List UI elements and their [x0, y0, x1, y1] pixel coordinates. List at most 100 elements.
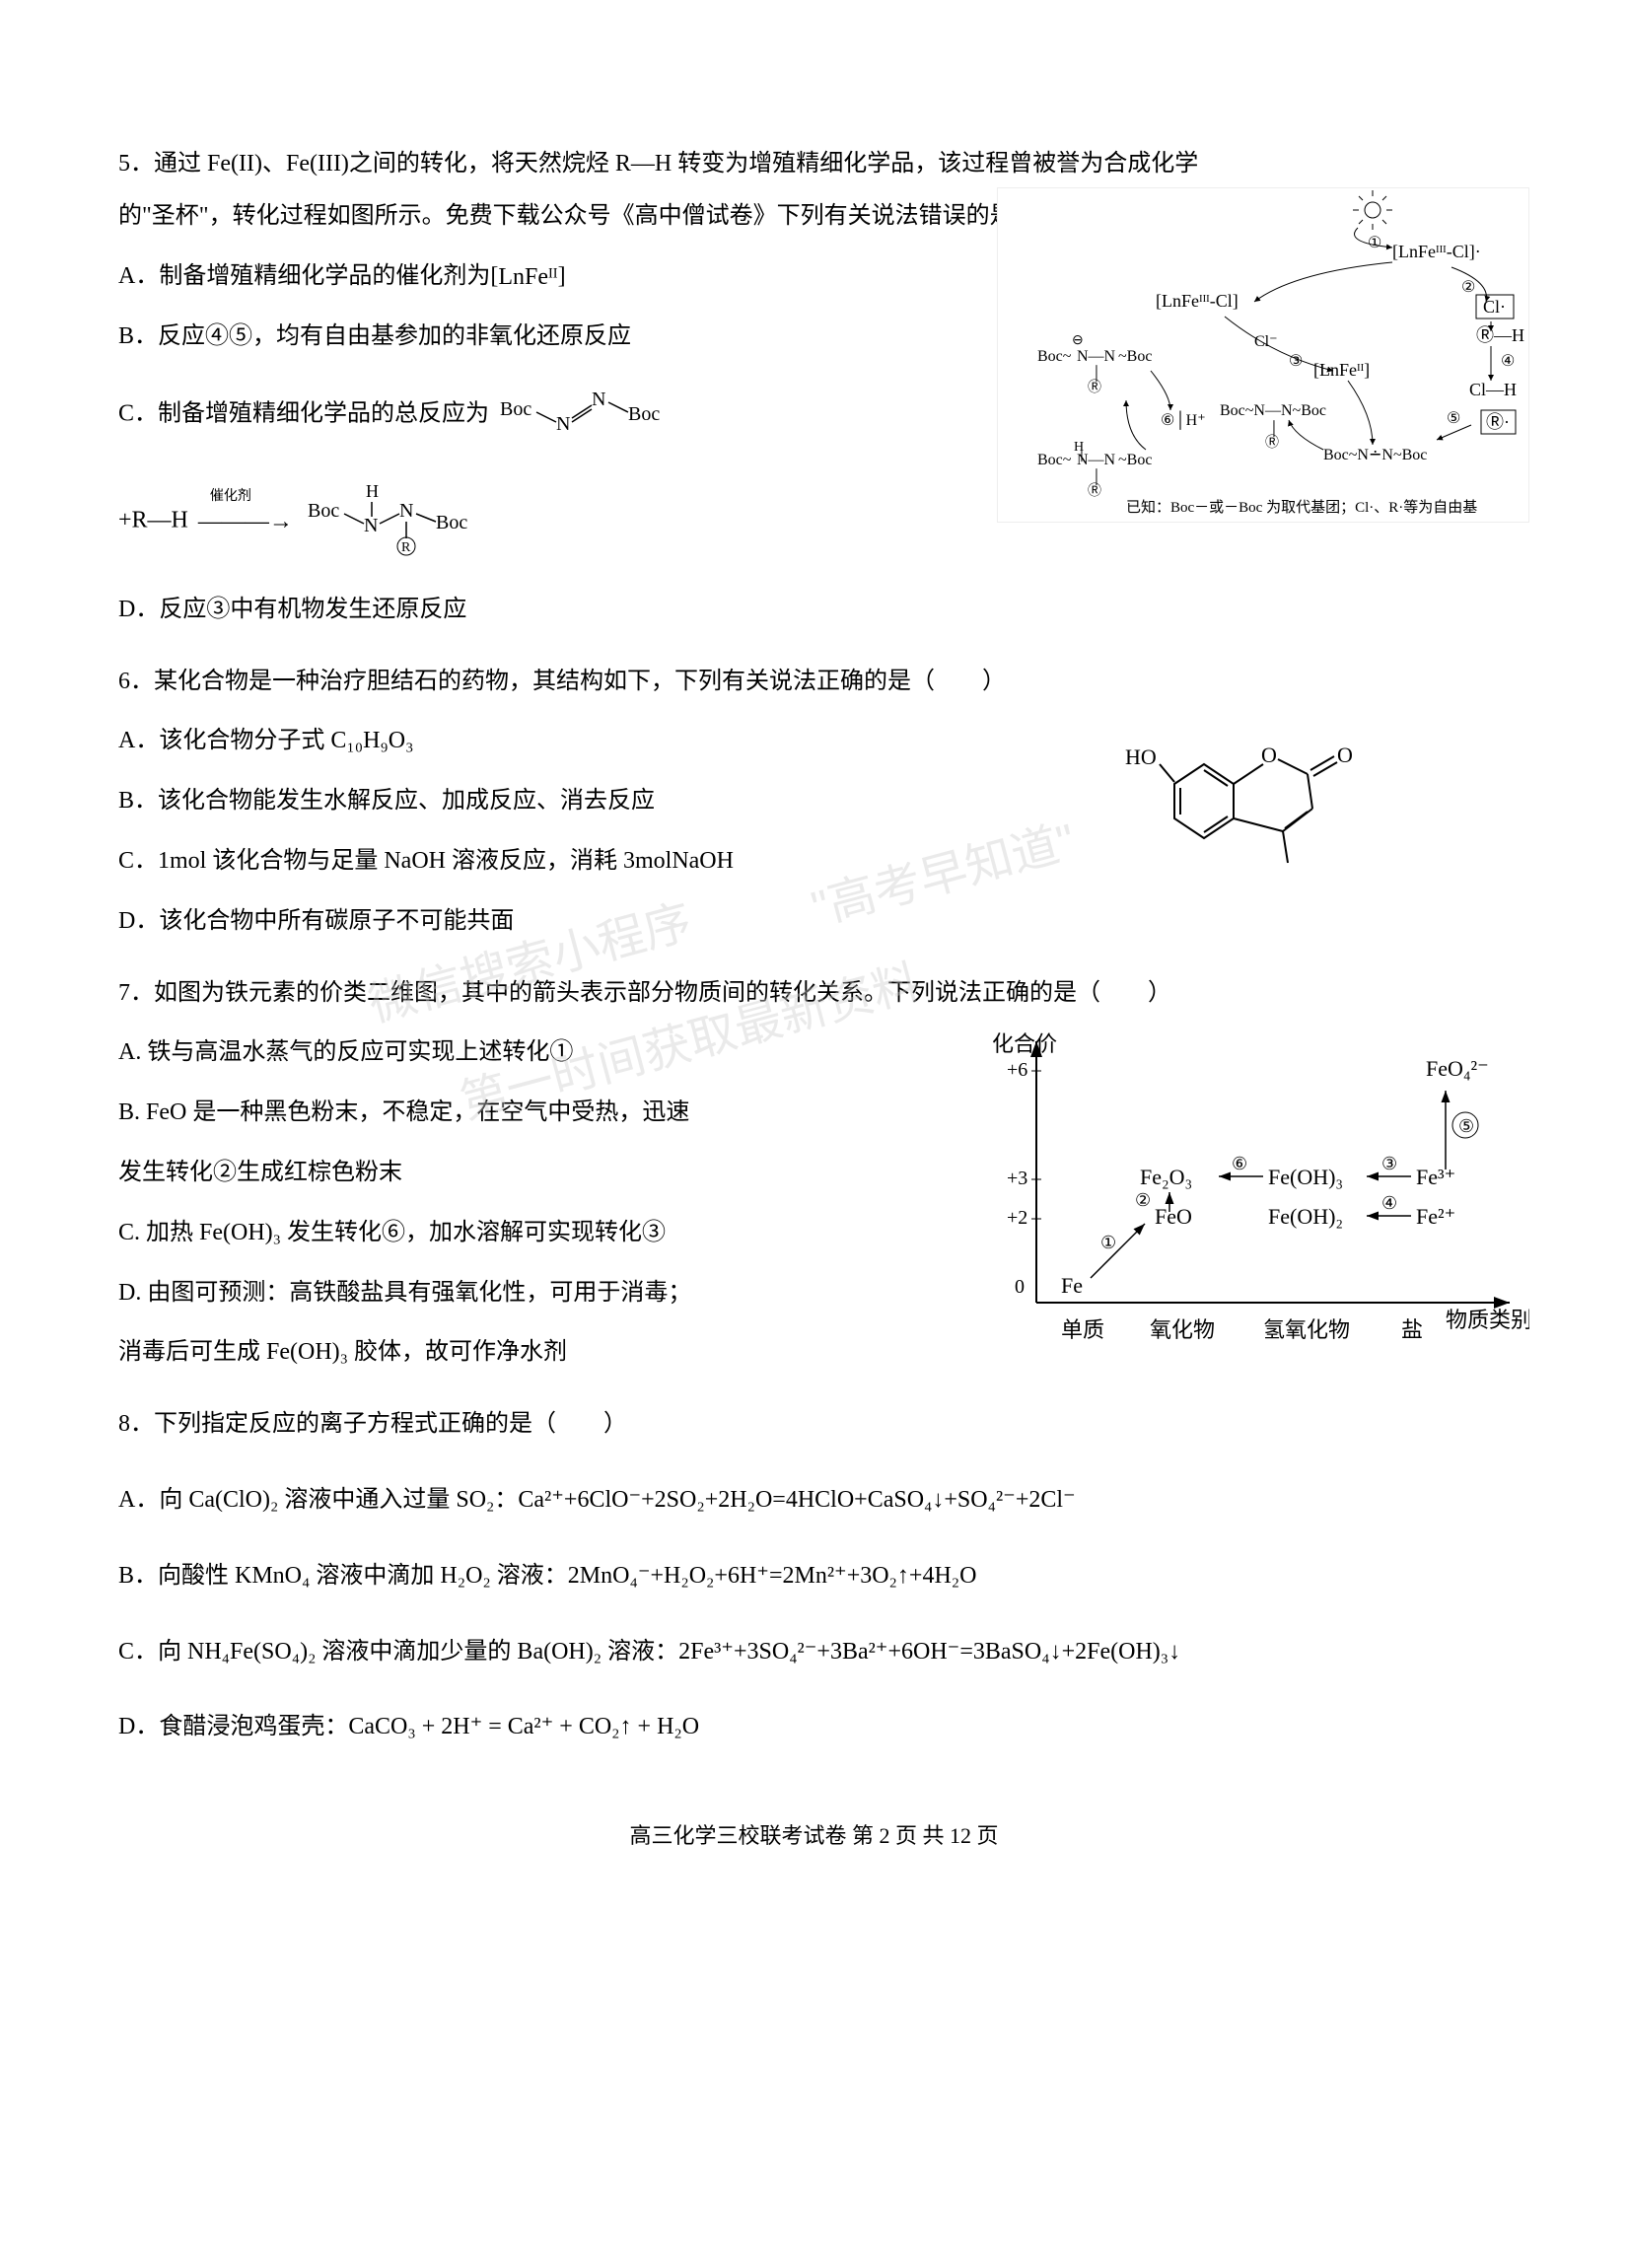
svg-text:⑥: ⑥ — [1232, 1154, 1247, 1173]
svg-text:Fe(OH)₂: Fe(OH)₂ — [1268, 1204, 1343, 1229]
svg-text:Boc~: Boc~ — [1037, 452, 1072, 468]
svg-text:[LnFeᴵᴵ]: [LnFeᴵᴵ] — [1313, 360, 1370, 380]
question-6: 6．某化合物是一种治疗胆结石的药物，其结构如下，下列有关说法正确的是（ ） HO… — [118, 656, 1510, 948]
svg-text:H: H — [366, 481, 379, 501]
q8-option-d: D．食醋浸泡鸡蛋壳：CaCO₃ + 2H⁺ = Ca²⁺ + CO₂↑ + H₂… — [118, 1701, 1510, 1753]
q8-option-c: C．向 NH₄Fe(SO₄)₂ 溶液中滴加少量的 Ba(OH)₂ 溶液：2Fe³… — [118, 1626, 1510, 1678]
svg-text:①: ① — [1100, 1233, 1116, 1252]
svg-text:[LnFeᴵᴵᴵ-Cl]: [LnFeᴵᴵᴵ-Cl] — [1156, 291, 1239, 311]
q5-c-structure: Boc N N Boc — [495, 371, 692, 460]
svg-text:盐: 盐 — [1401, 1317, 1423, 1342]
q6-label-ho: HO — [1125, 744, 1157, 769]
svg-text:N: N — [364, 515, 378, 536]
svg-text:+3: +3 — [1007, 1168, 1027, 1189]
svg-text:Boc~N∸N~Boc: Boc~N∸N~Boc — [1323, 447, 1427, 463]
svg-text:N: N — [556, 413, 570, 435]
q5-c-prefix: C．制备增殖精细化学品的总反应为 — [118, 401, 495, 427]
svg-text:①: ① — [1368, 235, 1381, 251]
q5-c-plus: +R—H — [118, 507, 188, 532]
q5-product-structure: Boc N H N Boc R — [303, 467, 520, 576]
svg-text:FeO: FeO — [1155, 1204, 1192, 1229]
q5-reaction-diagram: ① [LnFeᴵᴵᴵ-Cl]· ② Cl· [LnFeᴵᴵᴵ-Cl] Cl⁻ B… — [997, 187, 1529, 523]
svg-text:⊖: ⊖ — [1072, 333, 1084, 348]
svg-text:│: │ — [1077, 445, 1087, 462]
q7-option-a: A. 铁与高温水蒸气的反应可实现上述转化① — [118, 1027, 858, 1079]
question-7: 7．如图为铁元素的价类二维图，其中的箭头表示部分物质间的转化关系。下列说法正确的… — [118, 967, 1510, 1380]
svg-text:N: N — [592, 389, 605, 410]
svg-text:⑤: ⑤ — [1447, 410, 1460, 427]
q7-y-label: 化合价 — [992, 1031, 1057, 1056]
svg-text:Cl⁻: Cl⁻ — [1254, 333, 1278, 350]
q7-option-d-1: D. 由图可预测：高铁酸盐具有强氧化性，可用于消毒； — [118, 1267, 858, 1319]
svg-text:Ⓡ·: Ⓡ· — [1486, 412, 1510, 432]
q7-valence-chart: 化合价 物质类别 +6 +3 +2 0 单质 氧化物 氢氧化物 盐 FeO₄²⁻… — [977, 1027, 1529, 1382]
svg-text:Boc~: Boc~ — [1037, 348, 1072, 365]
svg-text:Ⓡ: Ⓡ — [1265, 435, 1279, 451]
q5-reaction-equation: +R—H 催化剂 ———→ Boc N H N Boc — [118, 467, 887, 576]
svg-text:⑤: ⑤ — [1458, 1116, 1474, 1136]
q7-stem: 7．如图为铁元素的价类二维图，其中的箭头表示部分物质间的转化关系。下列说法正确的… — [118, 967, 1510, 1020]
svg-text:Ⓡ: Ⓡ — [1088, 380, 1101, 395]
q6-option-d: D．该化合物中所有碳原子不可能共面 — [118, 895, 1510, 948]
q5-arrow-label: 催化剂 — [210, 482, 251, 513]
svg-text:[LnFeᴵᴵᴵ-Cl]·: [LnFeᴵᴵᴵ-Cl]· — [1392, 242, 1481, 261]
q5-option-b: B．反应④⑤，均有自由基参加的非氧化还原反应 — [118, 311, 887, 363]
svg-text:+6: +6 — [1007, 1059, 1027, 1081]
svg-text:已知：Boc－或－Boc 为取代基团；Cl·、R·等为自由基: 已知：Boc－或－Boc 为取代基团；Cl·、R·等为自由基 — [1126, 498, 1477, 516]
svg-text:~Boc: ~Boc — [1118, 348, 1152, 365]
q7-x-label: 物质类别 — [1446, 1308, 1529, 1332]
svg-text:Boc: Boc — [628, 403, 660, 425]
q5-a-formula: LnFeᴵᴵ — [498, 251, 557, 304]
q5-a-prefix: A．制备增殖精细化学品的催化剂为[ — [118, 263, 498, 289]
svg-text:③: ③ — [1289, 353, 1303, 370]
q8-option-a: A．向 Ca(ClO)₂ 溶液中通入过量 SO₂：Ca²⁺+6ClO⁻+2SO₂… — [118, 1474, 1510, 1526]
svg-text:Cl—H: Cl—H — [1469, 380, 1517, 399]
svg-text:②: ② — [1461, 279, 1475, 296]
q6-molecule-diagram: HO O O — [1115, 705, 1391, 902]
svg-text:⑥│H⁺: ⑥│H⁺ — [1161, 410, 1206, 430]
svg-text:Boc: Boc — [308, 500, 339, 522]
q7-option-d-2: 消毒后可生成 Fe(OH)₃ 胶体，故可作净水剂 — [118, 1326, 858, 1379]
svg-text:④: ④ — [1501, 353, 1515, 370]
svg-text:Fe²⁺: Fe²⁺ — [1416, 1204, 1455, 1229]
svg-text:氧化物: 氧化物 — [1150, 1317, 1215, 1342]
svg-text:Ⓡ: Ⓡ — [1088, 483, 1101, 499]
svg-text:单质: 单质 — [1061, 1317, 1104, 1342]
svg-text:FeO₄²⁻: FeO₄²⁻ — [1426, 1056, 1489, 1081]
question-5: 5．通过 Fe(II)、Fe(III)之间的转化，将天然烷烃 R—H 转变为增殖… — [118, 138, 1510, 636]
svg-text:Boc~N—N~Boc: Boc~N—N~Boc — [1220, 402, 1326, 419]
svg-text:Fe³⁺: Fe³⁺ — [1416, 1165, 1455, 1189]
q5-option-c: C．制备增殖精细化学品的总反应为 Boc N N Boc — [118, 371, 887, 460]
svg-text:0: 0 — [1015, 1276, 1025, 1298]
q7-option-b-2: 发生转化②生成红棕色粉末 — [118, 1147, 858, 1199]
question-8: 8．下列指定反应的离子方程式正确的是（ ） A．向 Ca(ClO)₂ 溶液中通入… — [118, 1398, 1510, 1753]
svg-text:③: ③ — [1381, 1154, 1397, 1173]
q7-option-b-1: B. FeO 是一种黑色粉末，不稳定，在空气中受热，迅速 — [118, 1087, 858, 1139]
q8-stem: 8．下列指定反应的离子方程式正确的是（ ） — [118, 1398, 1510, 1451]
svg-text:④: ④ — [1381, 1193, 1397, 1213]
svg-text:+2: +2 — [1007, 1207, 1027, 1229]
q5-stem-line1: 5．通过 Fe(II)、Fe(III)之间的转化，将天然烷烃 R—H 转变为增殖… — [118, 138, 1510, 190]
svg-text:~Boc: ~Boc — [1118, 452, 1152, 468]
svg-text:Cl·: Cl· — [1483, 297, 1506, 317]
q5-arrow: 催化剂 ———→ — [198, 496, 293, 548]
q7-option-c: C. 加热 Fe(OH)₃ 发生转化⑥，加水溶解可实现转化③ — [118, 1207, 858, 1259]
q5-option-a: A．制备增殖精细化学品的催化剂为[LnFeᴵᴵ] — [118, 250, 887, 304]
svg-text:Fe(OH)₃: Fe(OH)₃ — [1268, 1165, 1343, 1189]
svg-text:氢氧化物: 氢氧化物 — [1263, 1317, 1350, 1342]
svg-text:Ⓡ—H: Ⓡ—H — [1476, 325, 1524, 345]
q5-a-suffix: ] — [558, 263, 566, 289]
svg-text:Boc: Boc — [500, 398, 531, 420]
q6-stem: 6．某化合物是一种治疗胆结石的药物，其结构如下，下列有关说法正确的是（ ） — [118, 656, 1510, 708]
svg-text:②: ② — [1135, 1190, 1151, 1210]
svg-text:Boc: Boc — [436, 512, 467, 533]
q8-option-b: B．向酸性 KMnO₄ 溶液中滴加 H₂O₂ 溶液：2MnO₄⁻+H₂O₂+6H… — [118, 1550, 1510, 1602]
q6-label-o1: O — [1261, 743, 1277, 767]
svg-text:Fe₂O₃: Fe₂O₃ — [1140, 1165, 1192, 1189]
svg-text:N: N — [399, 500, 413, 522]
page-footer: 高三化学三校联考试卷 第 2 页 共 12 页 — [118, 1812, 1510, 1860]
svg-text:R: R — [401, 540, 411, 555]
svg-text:N—N: N—N — [1077, 348, 1116, 365]
q5-svg: ① [LnFeᴵᴵᴵ-Cl]· ② Cl· [LnFeᴵᴵᴵ-Cl] Cl⁻ B… — [998, 188, 1530, 524]
q5-option-d: D．反应③中有机物发生还原反应 — [118, 584, 1510, 636]
